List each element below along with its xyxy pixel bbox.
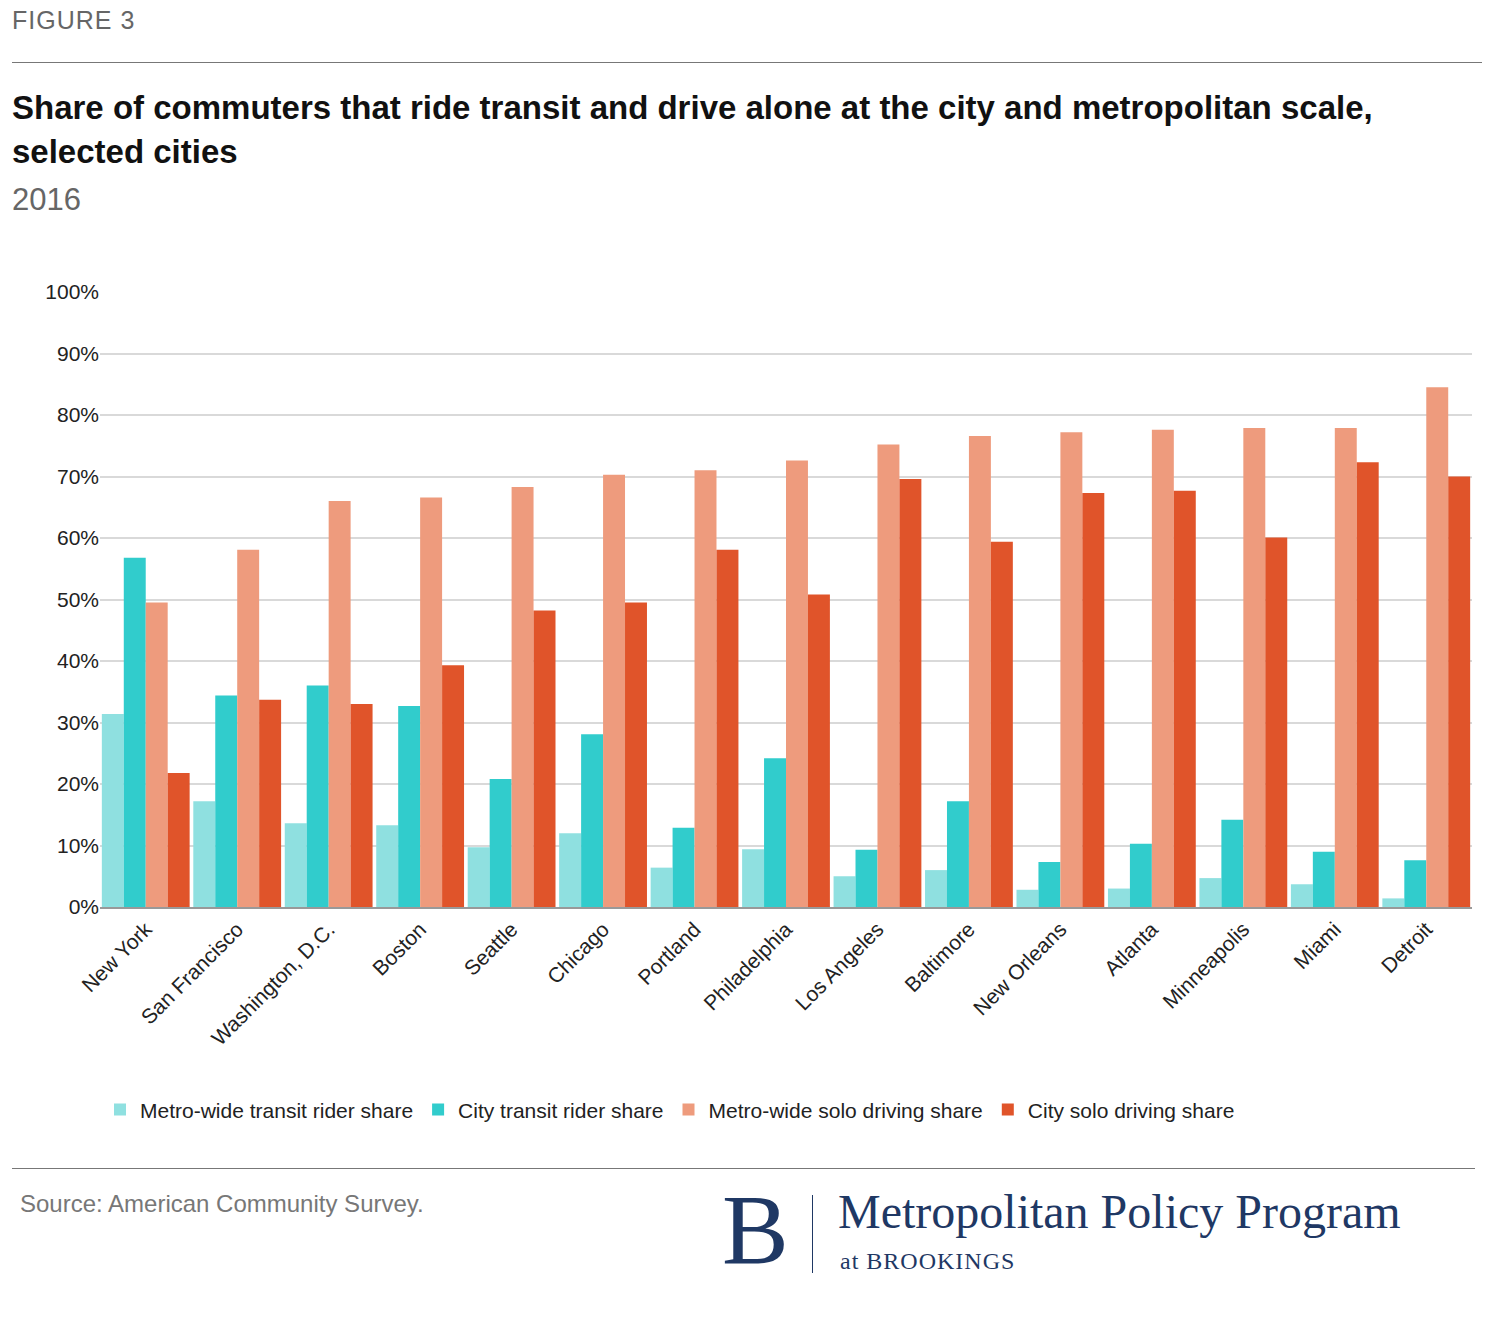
svg-text:0%: 0% — [69, 895, 99, 918]
html-text:at BROOKINGS: at BROOKINGS — [840, 1248, 1016, 1274]
svg-text:Metro-wide solo driving share: Metro-wide solo driving share — [709, 1099, 983, 1122]
svg-text:30%: 30% — [57, 711, 99, 734]
svg-text:Chicago: Chicago — [543, 917, 614, 988]
svg-text:Boston: Boston — [368, 917, 431, 980]
svg-text:Minneapolis: Minneapolis — [1158, 917, 1254, 1013]
svg-text:City transit rider share: City transit rider share — [458, 1099, 663, 1122]
svg-text:20%: 20% — [57, 772, 99, 795]
svg-text:Philadelphia: Philadelphia — [699, 917, 796, 1014]
svg-text:New York: New York — [77, 917, 156, 996]
svg-text:Baltimore: Baltimore — [900, 917, 979, 996]
svg-text:Seattle: Seattle — [459, 917, 522, 980]
svg-text:Atlanta: Atlanta — [1100, 917, 1163, 980]
svg-text:San Francisco: San Francisco — [136, 917, 247, 1028]
html-text:Metropolitan Policy Program: Metropolitan Policy Program — [838, 1185, 1401, 1238]
html-text:Source: American Community Sur: Source: American Community Survey. — [20, 1190, 424, 1217]
svg-text:40%: 40% — [57, 649, 99, 672]
svg-text:70%: 70% — [57, 465, 99, 488]
svg-text:50%: 50% — [57, 588, 99, 611]
svg-text:60%: 60% — [57, 526, 99, 549]
svg-text:City solo driving share: City solo driving share — [1028, 1099, 1235, 1122]
svg-text:100%: 100% — [45, 280, 99, 303]
svg-text:90%: 90% — [57, 342, 99, 365]
html-text:Share of commuters that ride t: Share of commuters that ride transit and… — [12, 89, 1373, 170]
svg-text:Los Angeles: Los Angeles — [791, 917, 888, 1014]
svg-text:Washington, D.C.: Washington, D.C. — [207, 917, 339, 1049]
html-text:FIGURE 3: FIGURE 3 — [12, 6, 136, 34]
html-text:2016: 2016 — [12, 182, 81, 217]
svg-text:10%: 10% — [57, 834, 99, 857]
svg-text:Detroit: Detroit — [1377, 917, 1437, 977]
svg-text:Metro-wide transit rider share: Metro-wide transit rider share — [140, 1099, 413, 1122]
svg-text:New Orleans: New Orleans — [969, 917, 1071, 1019]
svg-text:Portland: Portland — [633, 917, 705, 989]
svg-text:80%: 80% — [57, 403, 99, 426]
html-text:B: B — [722, 1174, 789, 1285]
svg-text:Miami: Miami — [1289, 917, 1345, 973]
